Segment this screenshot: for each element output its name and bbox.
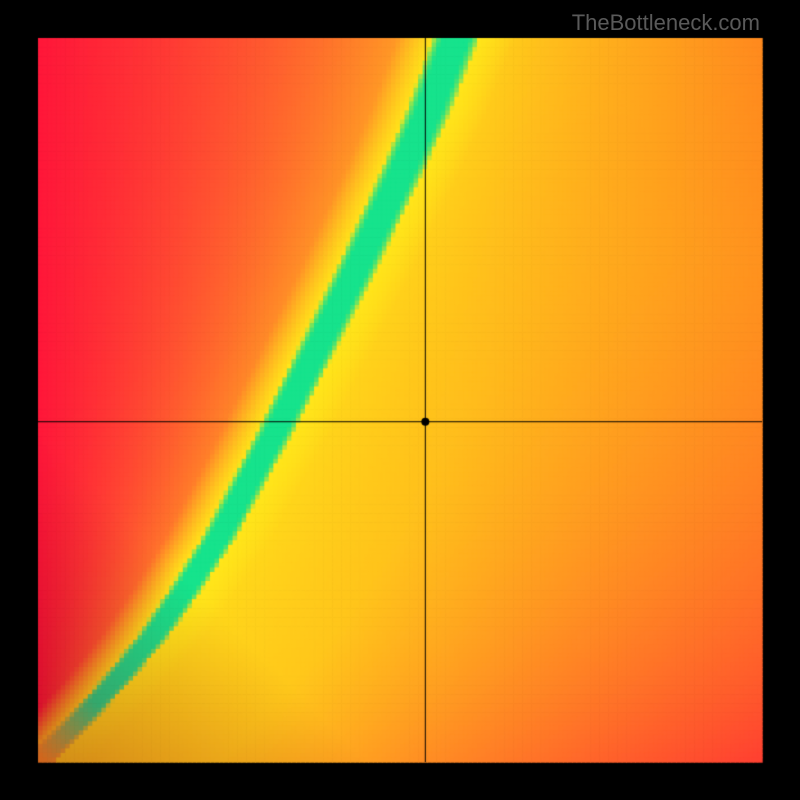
watermark-text: TheBottleneck.com [572,10,760,36]
bottleneck-heatmap [0,0,800,800]
